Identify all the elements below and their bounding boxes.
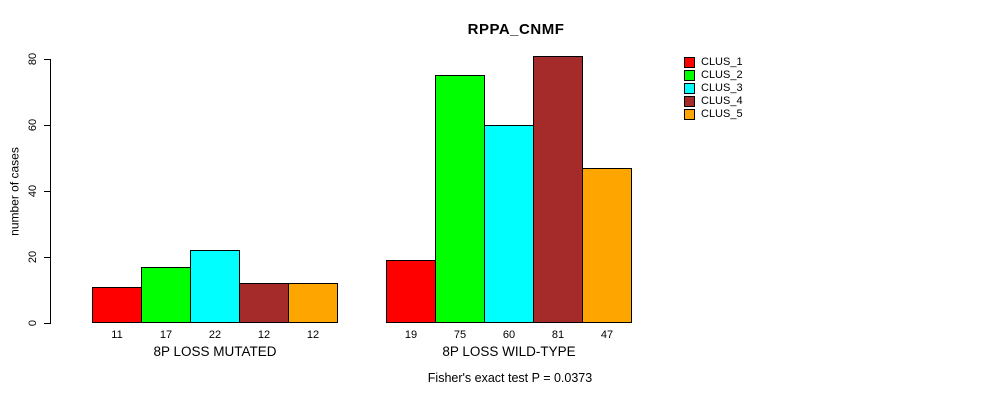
y-tick-label: 80 bbox=[27, 52, 39, 66]
bar-value-label: 17 bbox=[159, 329, 173, 341]
y-tick-mark bbox=[44, 257, 50, 258]
legend: CLUS_1 CLUS_2 CLUS_3 CLUS_4 CLUS_5 bbox=[684, 56, 743, 121]
bar-clus_3-group2 bbox=[484, 125, 534, 323]
bar-value-label: 75 bbox=[453, 329, 467, 341]
y-tick-mark bbox=[44, 125, 50, 126]
bar-value-label: 12 bbox=[257, 329, 271, 341]
bar-value-label: 47 bbox=[600, 329, 614, 341]
legend-item-clus_1: CLUS_1 bbox=[684, 56, 743, 69]
bar-clus_1-group1 bbox=[92, 287, 142, 323]
legend-swatch-icon bbox=[684, 83, 695, 94]
bar-clus_4-group1 bbox=[239, 283, 289, 323]
y-tick-label: 60 bbox=[27, 118, 39, 132]
legend-swatch-icon bbox=[684, 96, 695, 107]
y-axis-label: number of cases bbox=[7, 147, 22, 236]
bar-clus_2-group1 bbox=[141, 267, 191, 323]
y-tick-label: 40 bbox=[27, 184, 39, 198]
bar-clus_1-group2 bbox=[386, 260, 436, 323]
legend-swatch-icon bbox=[684, 57, 695, 68]
bar-value-label: 22 bbox=[208, 329, 222, 341]
bar-value-label: 60 bbox=[502, 329, 516, 341]
x-category-label: 8P LOSS MUTATED bbox=[153, 344, 277, 359]
legend-swatch-icon bbox=[684, 109, 695, 120]
y-tick-label: 0 bbox=[27, 319, 39, 327]
legend-item-clus_4: CLUS_4 bbox=[684, 95, 743, 108]
legend-item-label: CLUS_2 bbox=[701, 69, 743, 81]
subtitle-text: Fisher's exact test P = 0.0373 bbox=[427, 371, 593, 385]
legend-item-label: CLUS_3 bbox=[701, 82, 743, 94]
y-tick-mark bbox=[44, 323, 50, 324]
legend-item-label: CLUS_5 bbox=[701, 108, 743, 120]
x-category-label: 8P LOSS WILD-TYPE bbox=[442, 344, 576, 359]
y-axis-line bbox=[50, 59, 51, 324]
legend-item-clus_3: CLUS_3 bbox=[684, 82, 743, 95]
legend-item-clus_2: CLUS_2 bbox=[684, 69, 743, 82]
legend-item-label: CLUS_1 bbox=[701, 56, 743, 68]
bar-clus_2-group2 bbox=[435, 75, 485, 323]
bar-clus_3-group1 bbox=[190, 250, 240, 323]
bar-clus_5-group1 bbox=[288, 283, 338, 323]
y-tick-mark bbox=[44, 59, 50, 60]
bar-value-label: 11 bbox=[111, 329, 123, 341]
y-tick-mark bbox=[44, 191, 50, 192]
bar-value-label: 12 bbox=[306, 329, 320, 341]
legend-item-label: CLUS_4 bbox=[701, 95, 743, 107]
bar-value-label: 81 bbox=[551, 329, 565, 341]
legend-item-clus_5: CLUS_5 bbox=[684, 108, 743, 121]
y-tick-label: 20 bbox=[27, 250, 39, 264]
bar-clus_4-group2 bbox=[533, 56, 583, 323]
bar-value-label: 19 bbox=[404, 329, 418, 341]
legend-swatch-icon bbox=[684, 70, 695, 81]
chart-title: RPPA_CNMF bbox=[467, 21, 565, 38]
bar-clus_5-group2 bbox=[582, 168, 632, 323]
